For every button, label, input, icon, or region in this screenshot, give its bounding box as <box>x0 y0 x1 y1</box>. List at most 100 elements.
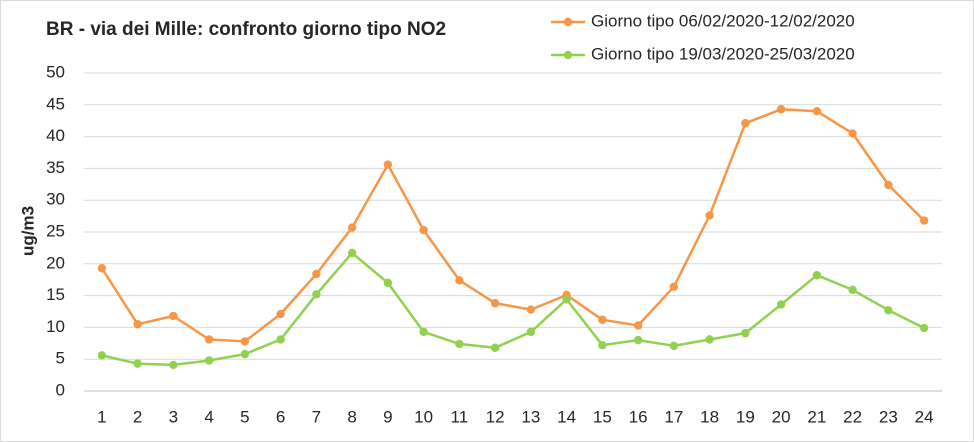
x-tick-label-10: 10 <box>414 407 433 426</box>
series-1-point-2 <box>133 320 142 329</box>
series-2-point-7 <box>312 290 321 299</box>
series-1-point-12 <box>490 299 500 308</box>
series-1-point-19 <box>741 119 750 128</box>
y-tick-label-45: 45 <box>46 94 65 113</box>
x-tick-label-15: 15 <box>593 407 612 426</box>
y-tick-label-10: 10 <box>46 317 65 336</box>
series-2-point-19 <box>741 328 750 338</box>
series-2-point-3 <box>169 360 178 370</box>
series-1-point-21 <box>812 106 822 116</box>
x-tick-label-2: 2 <box>133 407 142 426</box>
x-tick-label-7: 7 <box>312 407 321 426</box>
x-tick-label-9: 9 <box>383 407 392 426</box>
series-1-point-4 <box>204 335 214 344</box>
x-tick-label-19: 19 <box>736 407 755 426</box>
x-tick-label-1: 1 <box>97 407 106 426</box>
series-2-point-18 <box>705 335 714 344</box>
x-tick-label-3: 3 <box>169 407 178 426</box>
legend-item-2: Giorno tipo 19/03/2020-25/03/2020 <box>551 44 855 63</box>
x-tick-label-8: 8 <box>347 407 356 426</box>
series-1-point-3 <box>169 311 178 321</box>
series-1-point-1 <box>97 264 107 273</box>
x-tick-label-14: 14 <box>557 407 576 426</box>
y-axis-label: ug/m3 <box>18 206 37 256</box>
x-tick-label-17: 17 <box>664 407 683 426</box>
gridlines <box>84 72 942 360</box>
series-1-point-23 <box>884 180 893 190</box>
series-1-point-10 <box>419 225 428 235</box>
series-1-point-24 <box>919 216 929 225</box>
series-1-point-22 <box>848 129 857 138</box>
series-2-point-22 <box>848 285 857 295</box>
series-1 <box>97 105 929 346</box>
legend-item-1: Giorno tipo 06/02/2020-12/02/2020 <box>551 11 855 30</box>
chart-title: BR - via dei Mille: confronto giorno tip… <box>46 19 447 40</box>
y-tick-label-0: 0 <box>56 380 65 399</box>
series-1-point-7 <box>312 269 321 279</box>
x-tick-label-24: 24 <box>915 407 934 426</box>
x-tick-label-4: 4 <box>204 407 213 426</box>
series-1-point-18 <box>705 211 714 220</box>
series-1-point-13 <box>526 305 536 314</box>
series-2-point-9 <box>383 278 393 288</box>
series-2-point-6 <box>276 335 285 344</box>
series-2-point-20 <box>776 300 786 309</box>
series-2-point-5 <box>240 349 250 359</box>
series-1-point-17 <box>669 282 679 291</box>
series-2-point-17 <box>669 341 679 351</box>
legend: Giorno tipo 06/02/2020-12/02/2020 Giorno … <box>551 11 855 63</box>
series-1-line <box>100 108 925 343</box>
series-2-point-13 <box>526 327 536 337</box>
y-tick-label-35: 35 <box>46 158 65 177</box>
series-2-line <box>101 251 925 367</box>
y-tick-label-5: 5 <box>56 349 65 368</box>
x-tick-label-21: 21 <box>807 407 826 426</box>
x-tick-label-12: 12 <box>486 407 505 426</box>
x-tick-label-18: 18 <box>700 407 719 426</box>
series-2 <box>97 248 929 370</box>
series-2-point-23 <box>884 306 893 315</box>
y-tick-label-40: 40 <box>46 126 65 145</box>
legend-marker-1 <box>563 17 573 27</box>
series-2-point-21 <box>812 271 822 280</box>
series-2-point-12 <box>490 343 500 352</box>
y-tick-label-15: 15 <box>46 285 65 304</box>
series-2-point-4 <box>204 356 214 365</box>
series-2-point-11 <box>455 339 464 349</box>
x-tick-label-16: 16 <box>629 407 648 426</box>
series-2-point-24 <box>919 323 929 333</box>
y-tick-label-50: 50 <box>46 62 65 81</box>
series-2-point-1 <box>97 351 107 360</box>
series-1-point-20 <box>776 105 786 114</box>
series-2-point-15 <box>598 341 607 350</box>
x-tick-label-22: 22 <box>843 407 862 426</box>
legend-marker-2 <box>563 50 573 60</box>
series-1-point-11 <box>455 276 464 285</box>
series-1-point-5 <box>240 337 250 346</box>
y-tick-label-20: 20 <box>46 253 65 272</box>
y-tick-label-30: 30 <box>46 190 65 209</box>
legend-label-1: Giorno tipo 06/02/2020-12/02/2020 <box>591 11 855 30</box>
x-tick-label-11: 11 <box>451 407 469 426</box>
x-tick-label-23: 23 <box>879 407 898 426</box>
series-1-point-6 <box>276 309 285 319</box>
y-tick-label-25: 25 <box>46 221 65 240</box>
x-tick-label-5: 5 <box>240 407 249 426</box>
legend-label-2: Giorno tipo 19/03/2020-25/03/2020 <box>591 44 855 63</box>
series-2-point-10 <box>419 327 428 337</box>
series-1-point-9 <box>383 160 393 169</box>
series-1-point-16 <box>633 321 643 330</box>
series-2-point-16 <box>633 335 643 345</box>
series-2-point-2 <box>133 359 142 368</box>
series-lines <box>97 105 929 370</box>
series-2-point-14 <box>562 295 571 304</box>
series-2-point-8 <box>347 248 357 258</box>
x-tick-label-20: 20 <box>772 407 791 426</box>
series-1-point-8 <box>347 223 357 232</box>
series-1-point-15 <box>598 315 607 324</box>
x-tick-label-6: 6 <box>276 407 285 426</box>
x-tick-label-13: 13 <box>521 407 540 426</box>
